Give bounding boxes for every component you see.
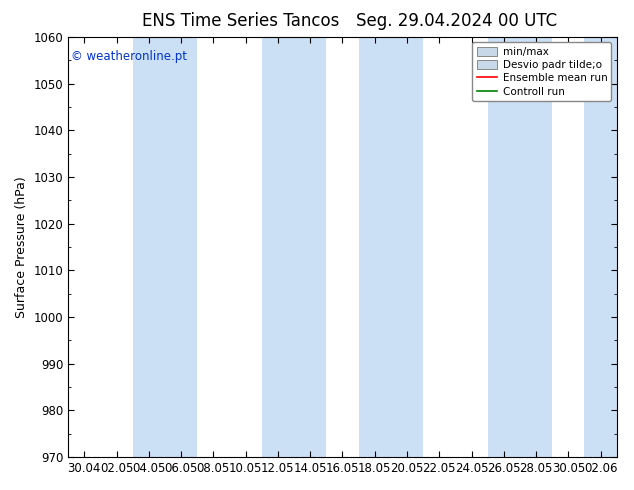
Legend: min/max, Desvio padr tilde;o, Ensemble mean run, Controll run: min/max, Desvio padr tilde;o, Ensemble m…: [472, 42, 612, 101]
Text: Seg. 29.04.2024 00 UTC: Seg. 29.04.2024 00 UTC: [356, 12, 557, 30]
Y-axis label: Surface Pressure (hPa): Surface Pressure (hPa): [15, 176, 28, 318]
Bar: [262, 37, 327, 457]
Bar: [133, 37, 197, 457]
Bar: [585, 37, 633, 457]
Bar: [488, 37, 552, 457]
Text: © weatheronline.pt: © weatheronline.pt: [71, 50, 187, 63]
Text: ENS Time Series Tancos: ENS Time Series Tancos: [142, 12, 340, 30]
Bar: [359, 37, 423, 457]
